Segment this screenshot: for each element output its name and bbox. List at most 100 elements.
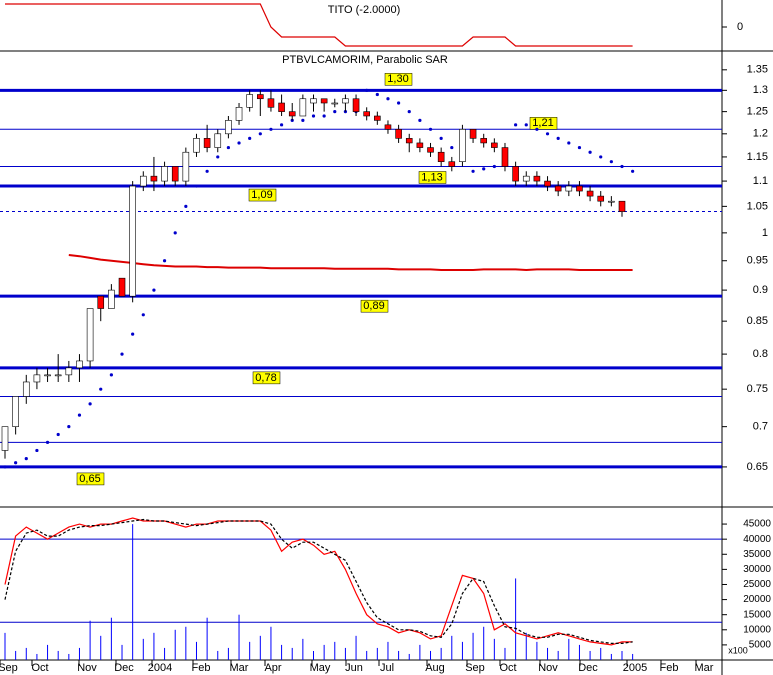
sar-dot [577,145,582,150]
sar-dot [545,132,550,136]
candle-body [342,98,349,104]
sar-dot [482,167,486,171]
candle-body [405,138,413,144]
sar-dot [599,155,603,159]
x-tick-label: Aug [425,662,445,674]
sar-dot [35,448,39,453]
y-tick-label: 15000 [743,609,771,620]
candle-body [214,133,222,148]
x-tick-label: Nov [538,662,558,674]
x-tick-label: Sep [465,662,485,674]
sar-dot [237,141,241,145]
candle-body [352,98,360,112]
candle-body [76,360,83,369]
level-label-box [384,73,413,86]
candle-body [363,111,370,117]
candle-body [193,138,200,153]
sar-dot [567,141,571,145]
candle-body [437,151,445,162]
y-tick-label: 1 [762,227,768,239]
candle-body [416,142,424,148]
sar-dot [407,110,411,114]
candle-body [491,142,498,148]
candle-body [586,190,594,197]
candle-body [86,308,94,362]
y-tick-label: 1.2 [753,128,768,140]
candle-body [608,200,615,203]
candle-body [267,98,275,108]
y-tick-label: 45000 [743,519,771,530]
x-tick-label: May [310,662,331,674]
candle-body [501,147,509,167]
sar-dot [333,110,337,114]
y-tick-label: 0.8 [753,348,768,360]
sar-dot [216,155,220,159]
level-label: 1,13 [421,171,442,183]
y-tick-label: 20000 [743,594,771,605]
oscillator-line [4,518,633,644]
sar-dot [258,132,262,136]
candle-body [288,111,296,117]
sar-dot [365,88,369,92]
sar-dot [492,164,496,169]
y-tick-label: 1.15 [747,151,768,163]
x-tick-label: Jun [345,662,363,674]
sar-dot [311,114,316,118]
oscillator-line [4,517,633,646]
x-tick-label: Mar [695,662,714,674]
sar-dot [99,387,103,391]
sar-dot [248,136,252,140]
sar-dot [524,123,528,127]
level-label: 1,30 [387,73,408,85]
sar-dot [88,402,92,406]
sar-dot [173,231,177,235]
sar-dot [14,461,18,465]
level-label: 1,21 [532,117,553,129]
y-tick-label: 0.75 [747,383,768,395]
sar-dot [67,425,71,429]
candle-body [384,124,392,130]
sar-dot [194,184,199,188]
candle-body [182,151,190,182]
y-tick-label: 10000 [743,624,771,635]
candle-body [459,128,466,162]
candle-body [374,115,381,121]
sar-dot [279,123,284,127]
y-tick-label: 1.35 [747,64,768,76]
sar-dot [322,114,326,118]
y-tick-label: 30000 [743,564,771,575]
candle-body [448,161,456,167]
y-tick-label: 5000 [749,640,772,651]
candle-body [139,175,147,187]
candle-body [565,185,573,192]
candle-body [320,98,328,104]
x-tick-label: Feb [660,662,679,674]
level-label-box [360,299,389,313]
sar-dot [418,118,422,122]
sar-dot [386,97,390,101]
level-label-box [76,472,105,486]
level-label-box [418,171,447,184]
sar-dot [620,164,624,169]
y-tick-label: 0.65 [747,461,768,473]
sar-dot [514,123,518,127]
candle-body [108,289,115,309]
candle-body [129,185,136,297]
sar-dot [205,169,209,173]
candle-body [161,166,168,182]
indicator-title: TITO (-2.0000) [328,4,401,16]
candle-body [97,295,105,309]
sar-dot [450,145,454,150]
candle-body [118,277,126,297]
y-tick-label: 0 [737,21,743,33]
candle-body [597,195,605,202]
sar-dot [301,118,305,122]
x-tick-label: Nov [77,662,97,674]
sar-dot [535,127,539,131]
candle-body [203,138,211,148]
candle-body [257,94,264,100]
candle-body [618,200,626,212]
candle-body [331,102,339,105]
